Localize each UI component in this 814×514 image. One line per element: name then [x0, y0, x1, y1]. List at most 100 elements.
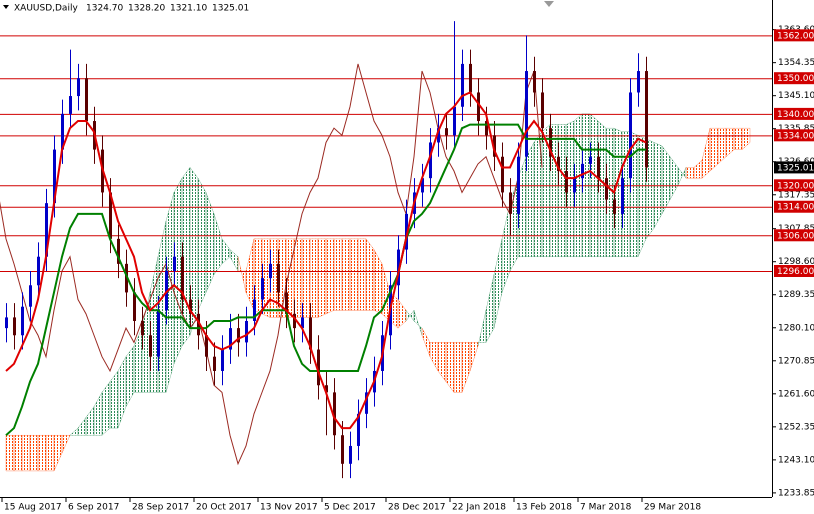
- candle-body: [613, 199, 616, 214]
- x-tick-label: 15 Aug 2017: [4, 503, 62, 513]
- x-tick-label: 13 Nov 2017: [260, 503, 318, 513]
- cloud-segment: [13, 435, 23, 472]
- cloud-segment: [325, 238, 335, 315]
- tenkan-line: [5, 91, 647, 430]
- candle-body: [429, 142, 432, 179]
- candle-body: [557, 156, 560, 172]
- candle-body: [293, 313, 296, 329]
- candle-body: [61, 113, 64, 150]
- candle-body: [285, 292, 288, 314]
- candle-body: [53, 149, 56, 204]
- x-tick-label: 28 Sep 2017: [132, 503, 189, 513]
- candle-body: [181, 256, 184, 300]
- level-label: 1320.00: [777, 181, 814, 191]
- x-tick-label: 22 Jan 2018: [452, 503, 506, 513]
- chart-shift-marker[interactable]: [544, 1, 554, 7]
- candle-body: [21, 306, 24, 336]
- candle-body: [29, 285, 32, 307]
- candle-body: [493, 135, 496, 157]
- y-tick-label: 1252.35: [778, 422, 814, 432]
- y-tick-label: 1354.35: [778, 58, 814, 68]
- candle-body: [221, 349, 224, 371]
- level-box: [774, 264, 814, 277]
- candle-body: [173, 256, 176, 271]
- candle-body: [117, 238, 120, 264]
- last-price-box: [774, 161, 814, 174]
- y-tick-label: 1233.85: [778, 488, 814, 498]
- candle-body: [5, 317, 8, 329]
- y-tick-label: 1317.35: [778, 190, 814, 200]
- level-label: 1340.00: [777, 110, 814, 120]
- cloud-segment: [341, 238, 351, 311]
- level-label: 1362.00: [777, 31, 814, 41]
- candle-body: [405, 213, 408, 250]
- candle-body: [325, 385, 328, 393]
- candle-body: [141, 320, 144, 336]
- y-tick-label: 1298.60: [778, 257, 814, 267]
- y-tick-label: 1335.85: [778, 124, 814, 134]
- candle-body: [549, 128, 552, 157]
- menu-triangle[interactable]: [3, 5, 9, 9]
- level-box: [774, 229, 814, 242]
- candle-body: [573, 178, 576, 193]
- candle-body: [565, 171, 568, 193]
- candle-body: [37, 256, 40, 286]
- candle-body: [597, 156, 600, 179]
- candle-body: [605, 178, 608, 200]
- candle-body: [85, 78, 88, 122]
- ohlc-value: 1328.20: [128, 4, 165, 14]
- candle-body: [541, 92, 544, 129]
- cloud-segment: [541, 124, 551, 257]
- cloud-segment: [365, 238, 375, 311]
- candle-body: [333, 392, 336, 436]
- level-label: 1314.00: [777, 203, 814, 213]
- candle-body: [485, 121, 488, 136]
- candle-body: [269, 263, 272, 279]
- candle-body: [125, 263, 128, 293]
- candle-body: [213, 356, 216, 371]
- candle-body: [349, 445, 352, 464]
- candle-body: [461, 63, 464, 107]
- cloud-segment: [733, 128, 743, 150]
- candle-body: [253, 299, 256, 321]
- candle-body: [301, 317, 304, 329]
- cloud-segment: [29, 435, 39, 472]
- cloud-segment: [21, 435, 31, 472]
- level-label: 1334.00: [777, 131, 814, 141]
- level-label: 1306.00: [777, 231, 814, 241]
- candle-body: [509, 192, 512, 214]
- y-tick-label: 1345.10: [778, 91, 814, 101]
- candle-body: [589, 156, 592, 164]
- cloud-segment: [597, 120, 607, 257]
- level-box: [774, 72, 814, 85]
- level-label: 1296.00: [777, 267, 814, 277]
- cloud-segment: [685, 167, 695, 179]
- cloud-segment: [61, 435, 71, 454]
- candle-body: [157, 310, 160, 357]
- level-box: [774, 200, 814, 213]
- chikou-line: [0, 63, 543, 466]
- y-tick-label: 1261.60: [778, 389, 814, 399]
- candle-body: [437, 128, 440, 143]
- cloud-segment: [637, 135, 647, 257]
- candle-body: [397, 249, 400, 286]
- x-tick-label: 20 Oct 2017: [196, 503, 252, 513]
- candle-body: [525, 71, 528, 157]
- candle-body: [13, 317, 16, 336]
- x-tick-label: 7 Mar 2018: [580, 503, 632, 513]
- candle-body: [645, 71, 648, 168]
- candle-body: [365, 392, 368, 414]
- level-box: [774, 179, 814, 192]
- candle-body: [69, 96, 72, 114]
- candle-body: [469, 63, 472, 93]
- candle-body: [109, 192, 112, 239]
- cloud-segment: [557, 124, 567, 257]
- cloud-segment: [333, 238, 343, 311]
- cloud-segment: [301, 238, 311, 318]
- candle-body: [621, 178, 624, 214]
- level-box: [774, 107, 814, 120]
- level-label: 1350.00: [777, 74, 814, 84]
- axes: 1233.85 1243.10 1252.35 1261.60 1270.85 1280.…: [1, 25, 814, 513]
- candle-body: [205, 335, 208, 357]
- cloud-segment: [613, 127, 623, 257]
